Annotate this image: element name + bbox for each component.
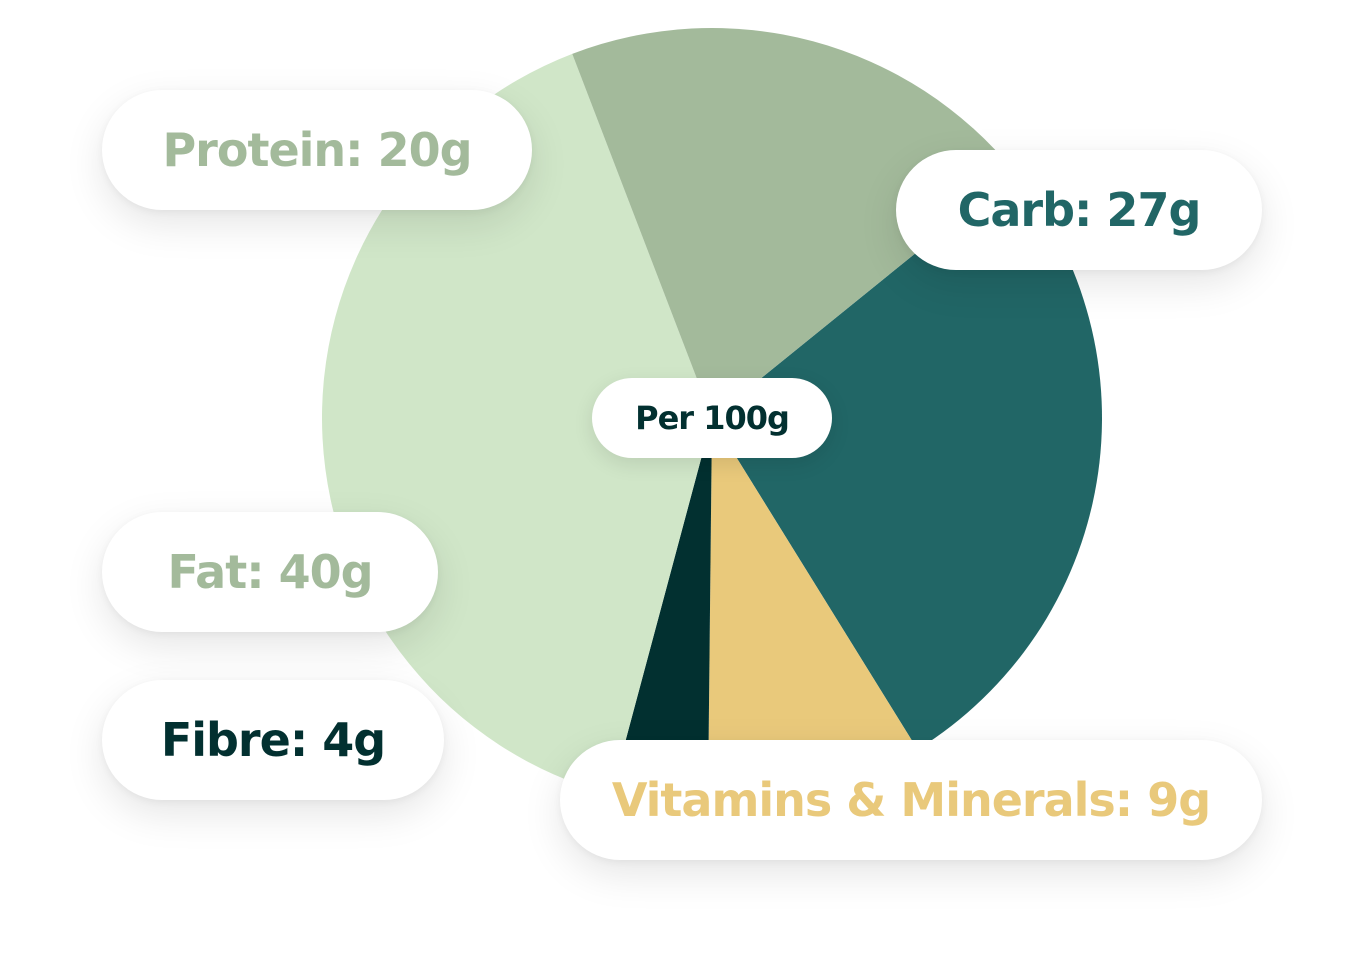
pie-slice-protein [572,27,1016,419]
fat-label: Fat: 40g [102,512,438,632]
carb-label-text: Carb: 27g [957,183,1202,237]
center-label-text: Per 100g [635,399,790,437]
protein-label-text: Protein: 20g [162,123,472,177]
pie-slices [321,27,1102,809]
vitamins-minerals-label-text: Vitamins & Minerals: 9g [611,773,1211,827]
pie-slice-vitamins-minerals [707,418,918,809]
fibre-label-text: Fibre: 4g [160,713,386,767]
fibre-label: Fibre: 4g [102,680,444,800]
pie-slice-carb [712,172,1102,750]
pie-slice-fibre [611,418,712,808]
vitamins-minerals-label: Vitamins & Minerals: 9g [560,740,1262,860]
fat-label-text: Fat: 40g [167,545,373,599]
center-label: Per 100g [592,378,832,458]
carb-label: Carb: 27g [896,150,1262,270]
protein-label: Protein: 20g [102,90,532,210]
